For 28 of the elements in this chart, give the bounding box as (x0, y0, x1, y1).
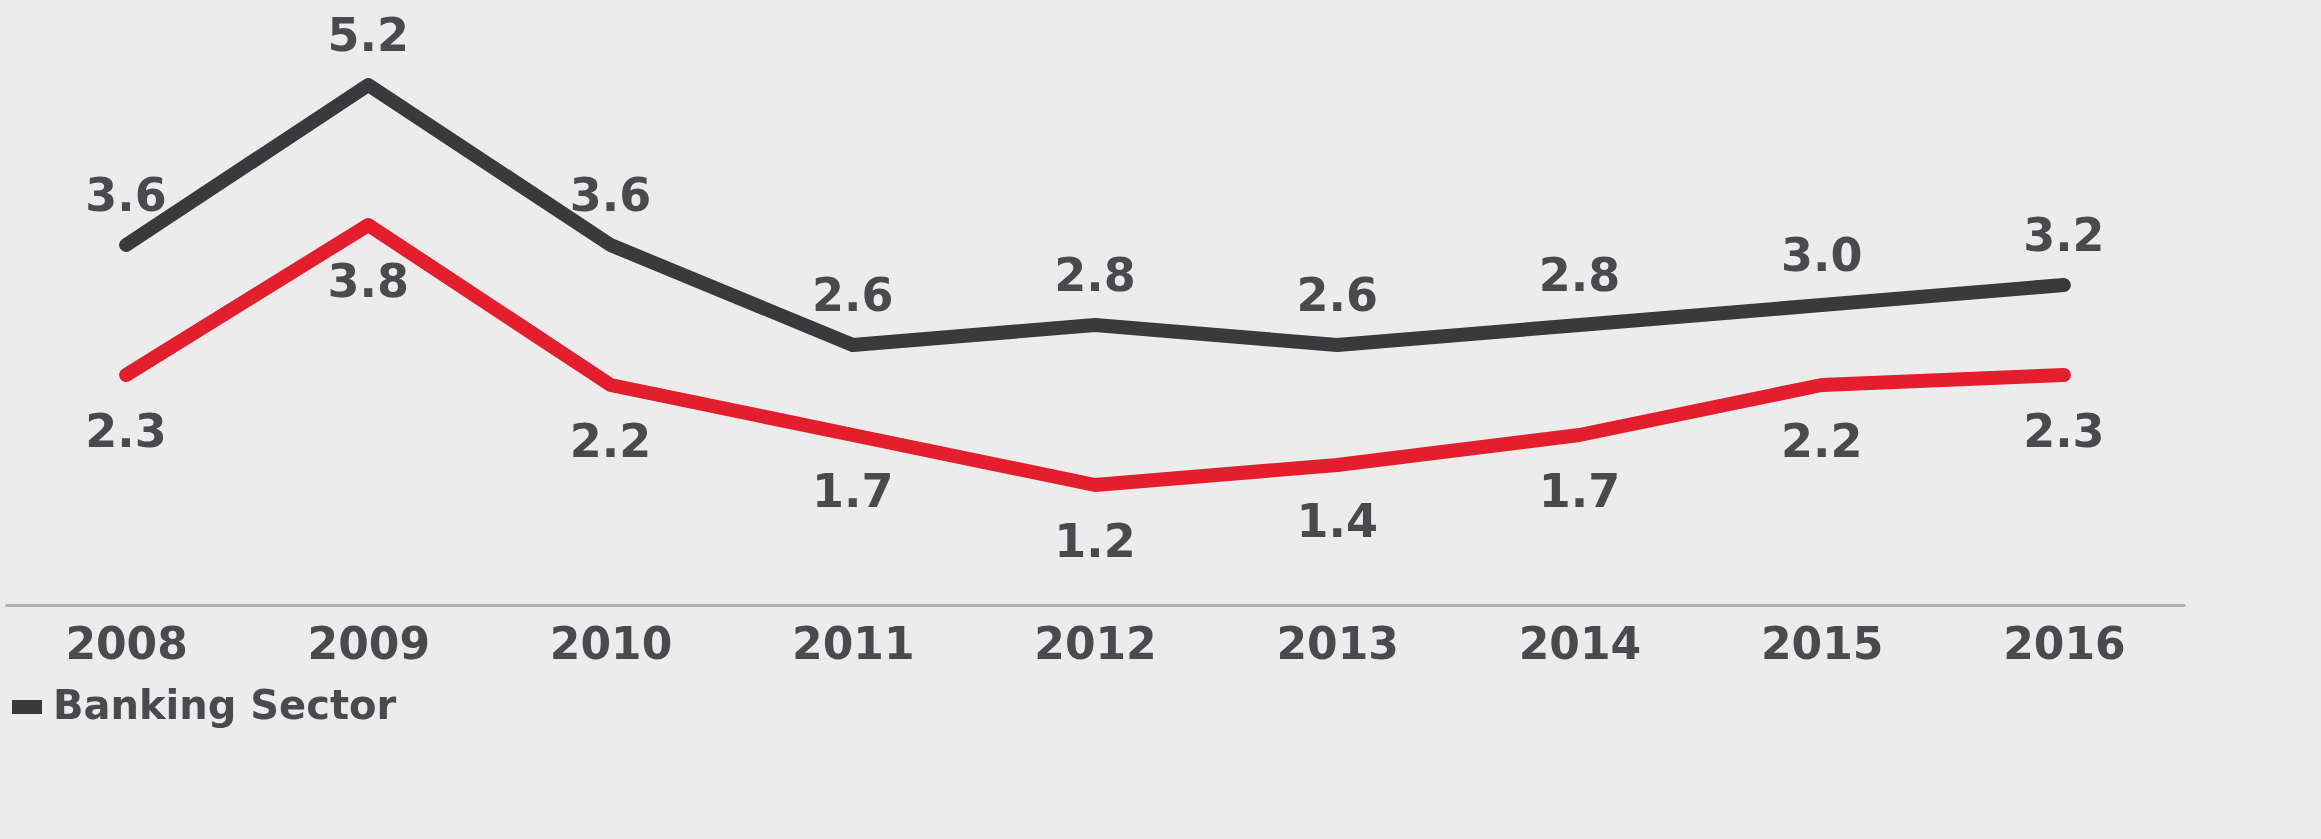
data-label: 2.6 (812, 268, 894, 322)
data-label: 2.6 (1296, 268, 1378, 322)
data-label: 2.3 (2023, 404, 2105, 458)
x-tick-label: 2010 (549, 617, 673, 669)
x-tick-label: 2011 (792, 617, 915, 669)
data-label: 1.2 (1054, 514, 1136, 568)
data-label: 2.2 (569, 414, 652, 468)
data-label: 2.3 (85, 404, 167, 458)
data-label: 1.4 (1296, 494, 1378, 548)
x-tick-label: 2008 (65, 617, 188, 669)
data-label: 3.2 (2023, 208, 2105, 262)
x-tick-label: 2009 (307, 617, 431, 669)
x-tick-label: 2016 (2003, 617, 2126, 669)
legend-label: Banking Sector (53, 682, 397, 728)
x-tick-label: 2014 (1518, 617, 1642, 669)
data-label: 3.8 (327, 254, 410, 308)
data-label: 3.6 (569, 168, 652, 222)
data-label: 2.2 (1780, 414, 1863, 468)
data-label: 2.8 (1538, 248, 1621, 302)
data-label: 5.2 (327, 8, 410, 62)
data-label: 1.7 (1538, 464, 1621, 518)
data-label: 1.7 (812, 464, 894, 518)
data-label: 2.8 (1054, 248, 1136, 302)
data-label: 3.6 (85, 168, 167, 222)
x-tick-label: 2013 (1276, 617, 1399, 669)
x-tick-label: 2012 (1034, 617, 1157, 669)
data-label: 3.0 (1780, 228, 1863, 282)
x-tick-label: 2015 (1760, 617, 1884, 669)
